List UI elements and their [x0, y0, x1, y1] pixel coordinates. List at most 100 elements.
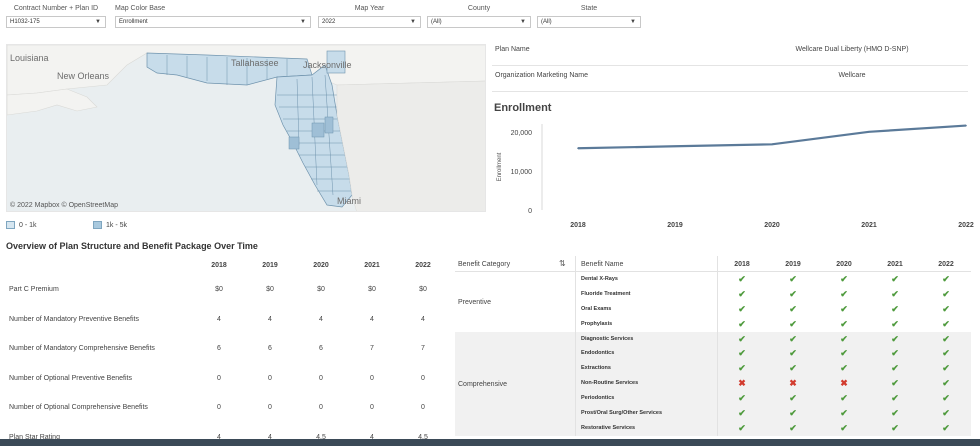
- dropdown-value: (All): [541, 19, 552, 25]
- check-icon: ✔: [738, 408, 746, 419]
- benefit-name: Non-Routine Services: [581, 380, 639, 387]
- check-icon: ✔: [789, 303, 797, 314]
- x-tick-label: 2020: [764, 222, 780, 229]
- check-icon: ✔: [789, 333, 797, 344]
- filter-contract: Contract Number + Plan ID H1032-175 ▼: [6, 4, 106, 28]
- benefit-name: Prost/Oral Surg/Other Services: [581, 410, 663, 417]
- county-map[interactable]: Louisiana New Orleans Tallahassee Jackso…: [6, 44, 486, 212]
- row-value: 4: [319, 315, 323, 323]
- caret-down-icon: ▼: [630, 19, 636, 25]
- benefit-name-header: Benefit Name: [581, 261, 624, 268]
- state-dropdown[interactable]: (All) ▼: [537, 16, 641, 28]
- data-point: [674, 145, 676, 148]
- filter-county: County (All) ▼: [427, 4, 531, 28]
- check-icon: ✔: [942, 303, 950, 314]
- sort-icon[interactable]: ⇅: [559, 259, 566, 268]
- enrollment-title: Enrollment: [494, 102, 552, 114]
- check-icon: ✔: [942, 348, 950, 359]
- data-point: [771, 143, 773, 146]
- row-label: Plan Star Rating: [9, 433, 60, 441]
- org-name-key: Organization Marketing Name: [495, 72, 588, 79]
- org-name-row: Organization Marketing Name Wellcare: [492, 66, 968, 92]
- check-icon: ✔: [891, 348, 899, 359]
- map-label-miami: Miami: [337, 196, 361, 206]
- row-value: 4: [421, 315, 425, 323]
- legend-item: 0 - 1k: [6, 221, 37, 229]
- check-icon: ✔: [789, 393, 797, 404]
- table-row: Endodontics ✔ ✔ ✔ ✔ ✔: [455, 346, 971, 361]
- year-header: 2022: [938, 261, 954, 268]
- plan-name-value: Wellcare Dual Liberty (HMO D-SNP): [795, 46, 909, 53]
- row-label: Number of Mandatory Comprehensive Benefi…: [9, 345, 155, 352]
- check-icon: ✔: [738, 333, 746, 344]
- table-row: Prost/Oral Surg/Other Services ✔ ✔ ✔ ✔ ✔: [455, 406, 971, 421]
- check-icon: ✔: [942, 408, 950, 419]
- table-row: Number of Optional Preventive Benefits 0 0…: [6, 363, 448, 393]
- row-value: $0: [419, 286, 427, 293]
- table-row: Restorative Services ✔ ✔ ✔ ✔ ✔: [455, 421, 971, 436]
- check-icon: ✔: [891, 408, 899, 419]
- check-icon: ✔: [942, 393, 950, 404]
- check-icon: ✔: [891, 333, 899, 344]
- org-name-value: Wellcare: [838, 72, 866, 79]
- check-icon: ✔: [891, 363, 899, 374]
- row-label: Number of Optional Preventive Benefits: [9, 374, 132, 382]
- check-icon: ✔: [789, 408, 797, 419]
- row-value: 0: [217, 404, 221, 411]
- check-icon: ✔: [738, 422, 746, 433]
- map-color-dropdown[interactable]: Enrollment ▼: [115, 16, 311, 28]
- legend-item: 1k - 5k: [93, 221, 127, 229]
- check-icon: ✔: [738, 288, 746, 299]
- row-value: 0: [268, 374, 272, 382]
- filter-label: State: [580, 5, 598, 12]
- row-value: 4: [370, 433, 374, 441]
- row-value: $0: [317, 286, 325, 293]
- year-header: 2018: [211, 262, 227, 269]
- map-label-new-orleans: New Orleans: [57, 71, 110, 81]
- y-tick-label: 0: [528, 208, 532, 215]
- check-icon: ✔: [942, 363, 950, 374]
- benefit-name: Endodontics: [581, 350, 615, 357]
- x-tick-label: 2019: [667, 222, 683, 229]
- check-icon: ✔: [789, 318, 797, 329]
- row-value: 4: [370, 315, 374, 323]
- table-row: Prophylaxis ✔ ✔ ✔ ✔ ✔: [455, 317, 971, 332]
- overview-title: Overview of Plan Structure and Benefit P…: [6, 241, 258, 251]
- map-year-dropdown[interactable]: 2022 ▼: [318, 16, 421, 28]
- row-value: 4.5: [418, 433, 428, 441]
- row-value: 0: [421, 374, 425, 382]
- benefits-table: Benefit Category ⇅ Benefit Name 2018 201…: [455, 256, 971, 436]
- filter-label: Map Year: [354, 5, 385, 12]
- check-icon: ✔: [840, 393, 848, 404]
- enrollment-chart: 0 10,000 20,000 Enrollment 2018 2019 2020 2021 2…: [497, 124, 974, 229]
- row-value: 4: [217, 315, 221, 323]
- footer-bar: [0, 439, 980, 446]
- table-row: Plan Star Rating 4 4 4.5 4 4.5: [6, 422, 448, 446]
- check-icon: ✔: [789, 288, 797, 299]
- check-icon: ✔: [891, 393, 899, 404]
- row-value: 0: [268, 404, 272, 411]
- year-header: 2018: [734, 261, 750, 268]
- county-dropdown[interactable]: (All) ▼: [427, 16, 531, 28]
- row-value: 4: [268, 315, 272, 323]
- legend-label: 1k - 5k: [106, 221, 128, 229]
- category-comprehensive: Comprehensive: [458, 381, 508, 388]
- check-icon: ✔: [840, 422, 848, 433]
- check-icon: ✔: [891, 422, 899, 433]
- check-icon: ✔: [789, 422, 797, 433]
- table-row: Number of Optional Comprehensive Benefit…: [6, 392, 448, 422]
- check-icon: ✔: [789, 348, 797, 359]
- caret-down-icon: ▼: [95, 19, 101, 25]
- year-header: 2020: [836, 261, 852, 268]
- check-icon: ✔: [840, 303, 848, 314]
- year-header: 2019: [262, 262, 278, 269]
- check-icon: ✔: [840, 333, 848, 344]
- row-value: 0: [319, 404, 323, 411]
- cross-icon: ✖: [789, 378, 797, 389]
- row-value: $0: [266, 286, 274, 293]
- y-tick-label: 20,000: [511, 130, 533, 137]
- row-value: 4.5: [316, 433, 326, 441]
- row-value: 0: [370, 404, 374, 411]
- row-label: Number of Mandatory Preventive Benefits: [9, 315, 139, 323]
- contract-dropdown[interactable]: H1032-175 ▼: [6, 16, 106, 28]
